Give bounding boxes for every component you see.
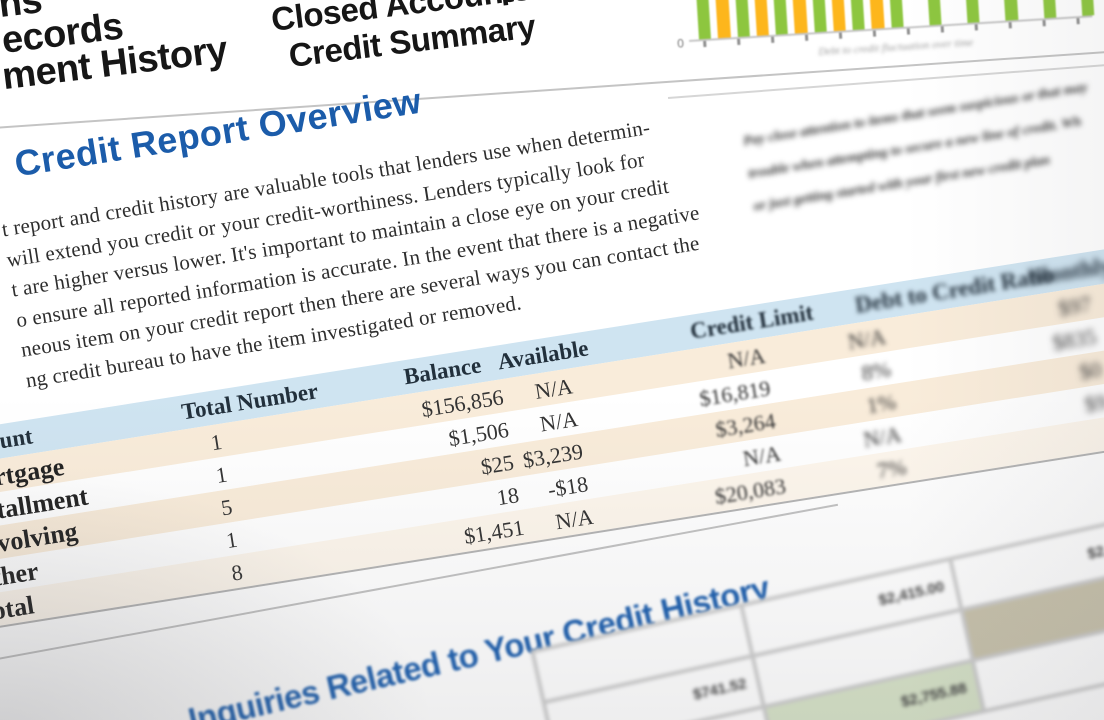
photographed-credit-report-page: ns ecords ment History Closed Accounts C… <box>0 0 1104 720</box>
